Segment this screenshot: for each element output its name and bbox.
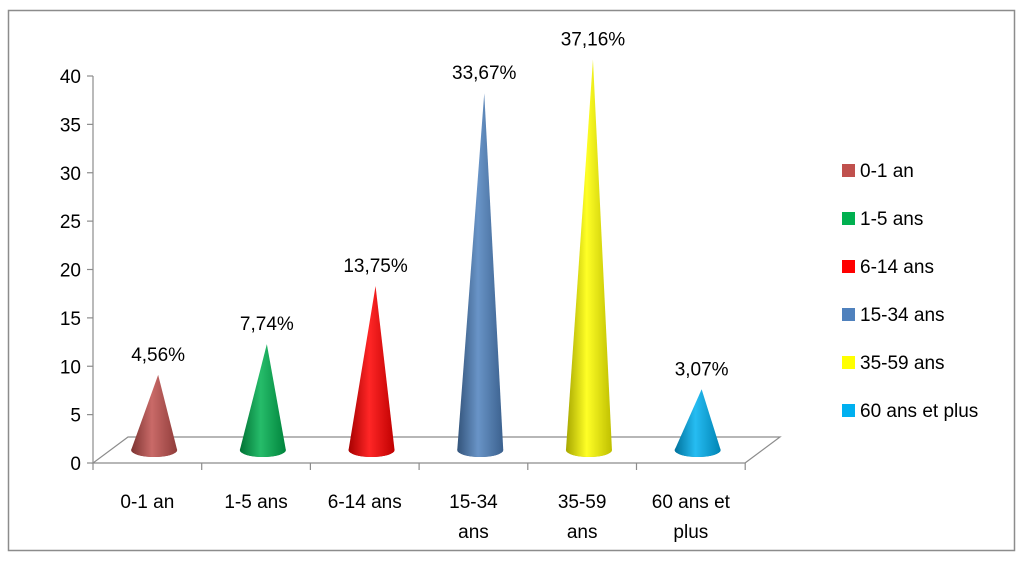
legend-swatch <box>842 356 855 369</box>
legend-label: 35-59 ans <box>860 353 945 374</box>
legend: 0-1 an 1-5 ans 6-14 ans 15-34 ans 35-59 ans 6… <box>842 161 978 422</box>
cone-series <box>131 59 721 458</box>
cone-bar <box>131 374 178 458</box>
legend-label: 6-14 ans <box>860 257 934 278</box>
cone-bar <box>348 285 395 458</box>
data-label: 13,75% <box>343 256 408 277</box>
data-labels: 4,56% 7,74% 13,75% 33,67% 37,16% 3,07% <box>131 29 728 380</box>
y-tick-label: 0 <box>70 454 81 475</box>
y-tick-label: 40 <box>60 67 81 88</box>
y-tick-label: 25 <box>60 212 81 233</box>
cone-bar <box>674 389 721 458</box>
y-tick-label: 5 <box>70 406 81 427</box>
data-label: 37,16% <box>561 29 626 50</box>
legend-swatch <box>842 260 855 273</box>
y-tick-label: 10 <box>60 357 81 378</box>
y-tick-label: 35 <box>60 115 81 136</box>
x-tick-label: 6-14 ans <box>328 492 402 513</box>
x-axis-ticks: 0-1 an 1-5 ans 6-14 ans 15-34 ans 35-59 ans 60 … <box>92 463 746 543</box>
data-label: 33,67% <box>452 63 517 84</box>
cone-bar <box>457 93 504 458</box>
cone-bar <box>565 59 612 458</box>
legend-swatch <box>842 212 855 225</box>
data-label: 3,07% <box>675 359 729 380</box>
cone-bar <box>239 344 286 458</box>
legend-label: 0-1 an <box>860 161 914 182</box>
x-tick-label: plus <box>673 522 708 543</box>
legend-label: 60 ans et plus <box>860 401 978 422</box>
x-tick-label: ans <box>567 522 598 543</box>
x-tick-label: 60 ans et <box>652 492 731 513</box>
legend-swatch <box>842 164 855 177</box>
legend-label: 1-5 ans <box>860 209 923 230</box>
y-tick-label: 30 <box>60 164 81 185</box>
data-label: 4,56% <box>131 345 185 366</box>
y-tick-label: 15 <box>60 309 81 330</box>
x-tick-label: 0-1 an <box>120 492 174 513</box>
chart-border <box>7 9 1016 552</box>
x-tick-label: 35-59 <box>558 492 607 513</box>
data-label: 7,74% <box>240 314 294 335</box>
y-axis-ticks: 0 5 10 15 20 25 30 35 40 <box>60 67 93 475</box>
y-tick-label: 20 <box>60 261 81 282</box>
x-tick-label: 1-5 ans <box>224 492 287 513</box>
legend-swatch <box>842 308 855 321</box>
x-tick-label: 15-34 <box>449 492 498 513</box>
legend-swatch <box>842 404 855 417</box>
legend-label: 15-34 ans <box>860 305 945 326</box>
x-tick-label: ans <box>458 522 489 543</box>
